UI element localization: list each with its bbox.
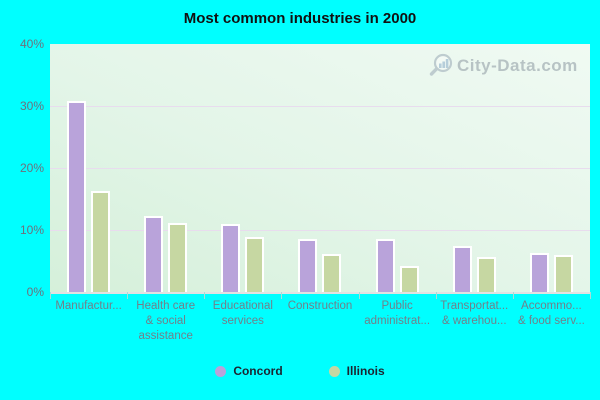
- bar-group-0: [50, 44, 127, 292]
- bar-concord-1: [144, 216, 164, 292]
- x-tick-2: [204, 292, 206, 299]
- y-axis: 40% 30% 20% 10% 0%: [0, 37, 44, 299]
- magnifier-barchart-icon: [428, 52, 455, 79]
- concord-swatch-icon: [215, 365, 227, 377]
- legend: Concord Illinois: [0, 364, 600, 378]
- bar-illinois-5: [476, 257, 496, 292]
- bar-concord-0: [67, 100, 87, 292]
- x-tick-4: [358, 292, 360, 299]
- watermark: City-Data.com: [428, 52, 578, 79]
- x-axis-labels: Manufactur... Health care & social assis…: [50, 299, 590, 344]
- bar-concord-4: [375, 239, 395, 292]
- x-tick-1: [127, 292, 129, 299]
- legend-item-illinois: Illinois: [328, 364, 385, 378]
- legend-label-illinois: Illinois: [346, 364, 385, 378]
- chart-title: Most common industries in 2000: [183, 10, 417, 27]
- y-tick-0: 0%: [26, 285, 44, 299]
- x-label-accommodation: Accommo... & food serv...: [517, 300, 585, 327]
- y-tick-40: 40%: [19, 37, 44, 51]
- x-label-transportation: Transportat... & warehou...: [440, 300, 509, 327]
- x-tick-3: [281, 292, 283, 299]
- bar-groups: [50, 44, 590, 292]
- y-tick-20: 20%: [19, 161, 44, 175]
- bar-concord-2: [221, 224, 241, 292]
- bar-group-5: [436, 44, 513, 292]
- bar-group-3: [281, 44, 358, 292]
- bar-illinois-6: [553, 254, 573, 292]
- x-tick-6: [512, 292, 514, 299]
- gridline-10pct: [50, 230, 590, 231]
- y-tick-10: 10%: [19, 223, 44, 237]
- x-tick-7: [590, 292, 591, 299]
- x-label-construction: Construction: [287, 300, 353, 312]
- x-label-manufacturing: Manufactur...: [55, 300, 122, 312]
- x-label-educational: Educational services: [212, 300, 273, 327]
- bar-illinois-2: [245, 236, 265, 292]
- gridline-20pct: [50, 168, 590, 169]
- x-label-health-care: Health care & social assistance: [136, 300, 196, 342]
- x-axis-ticks: [50, 292, 591, 300]
- gridline-30pct: [50, 106, 590, 107]
- y-tick-30: 30%: [19, 99, 44, 113]
- x-label-public-admin: Public administrat...: [364, 300, 431, 327]
- bar-illinois-0: [91, 190, 111, 292]
- bar-concord-5: [452, 246, 472, 292]
- x-tick-0: [50, 292, 51, 299]
- bar-illinois-1: [168, 223, 188, 292]
- legend-item-concord: Concord: [215, 364, 283, 378]
- watermark-text: City-Data.com: [457, 55, 578, 75]
- bar-group-6: [513, 44, 590, 292]
- bar-concord-6: [529, 253, 549, 292]
- legend-label-concord: Concord: [233, 364, 283, 378]
- bar-concord-3: [298, 238, 318, 292]
- x-tick-5: [435, 292, 437, 299]
- bar-illinois-3: [322, 254, 342, 292]
- bar-illinois-4: [399, 265, 419, 292]
- bar-group-2: [204, 44, 281, 292]
- plot-area: [50, 44, 590, 294]
- illinois-swatch-icon: [328, 365, 340, 377]
- bar-group-4: [359, 44, 436, 292]
- bar-group-1: [127, 44, 204, 292]
